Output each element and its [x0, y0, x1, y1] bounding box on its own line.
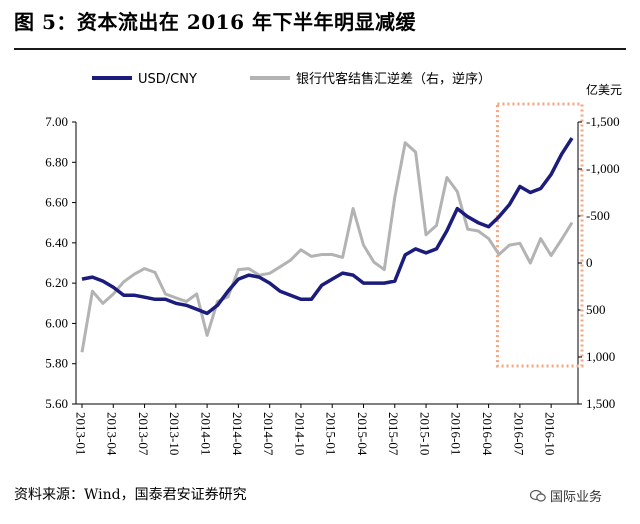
x-tick-label: 2015-01: [324, 412, 339, 455]
x-tick-label: 2015-10: [417, 412, 432, 455]
legend-label-usdcny: USD/CNY: [138, 72, 197, 87]
x-tick-label: 2014-07: [261, 412, 276, 456]
x-tick-label: 2013-04: [105, 412, 120, 456]
highlight-box: [495, 102, 584, 368]
right-tick-label: -1,000: [586, 161, 620, 176]
legend-label-fx-deficit: 银行代客结售汇逆差（右，逆序）: [296, 71, 491, 87]
right-tick-label: -1,500: [586, 114, 620, 129]
highlight-rect: [495, 102, 584, 368]
x-tick-label: 2016-01: [449, 412, 464, 455]
x-tick-label: 2013-10: [167, 412, 182, 455]
x-tick-label: 2013-07: [136, 412, 151, 456]
x-tick-label: 2013-01: [73, 412, 88, 455]
source-note: 资料来源：Wind，国泰君安证券研究: [14, 487, 247, 503]
left-tick-label: 5.60: [45, 396, 68, 411]
right-tick-label: 0: [586, 255, 593, 270]
right-tick-label: 500: [586, 302, 606, 317]
left-tick-label: 6.60: [45, 195, 68, 210]
right-tick-label: -500: [586, 208, 610, 223]
right-axis-unit: 亿美元: [586, 82, 622, 97]
watermark-text: 国际业务: [550, 490, 603, 505]
x-tick-label: 2014-10: [292, 412, 307, 455]
x-tick-label: 2016-10: [543, 412, 558, 455]
chart: USD/CNY 银行代客结售汇逆差（右，逆序） 亿美元 7.00 6.80 6.60…: [45, 71, 622, 456]
x-tick-label: 2014-04: [230, 412, 245, 456]
x-tick-label: 2015-04: [355, 412, 370, 456]
title-divider: [14, 48, 626, 50]
left-tick-label: 7.00: [45, 114, 68, 129]
x-tick-label: 2016-07: [511, 412, 526, 456]
series-line-fx-deficit: [80, 141, 574, 353]
wechat-icon: [530, 489, 546, 502]
watermark: 国际业务: [530, 486, 602, 505]
x-tick-label: 2016-04: [480, 412, 495, 456]
left-tick-label: 5.80: [45, 356, 68, 371]
legend: USD/CNY 银行代客结售汇逆差（右，逆序）: [92, 71, 491, 87]
right-tick-label: 1,000: [586, 349, 615, 364]
series-layer: [80, 137, 574, 353]
left-tick-label: 6.40: [45, 235, 68, 250]
left-tick-label: 6.80: [45, 154, 68, 169]
left-tick-label: 6.00: [45, 315, 68, 330]
x-tick-label: 2014-01: [199, 412, 214, 455]
chart-title: 图 5：资本流出在 2016 年下半年明显减缓: [14, 10, 416, 34]
left-tick-label: 6.20: [45, 275, 68, 290]
right-tick-label: 1,500: [586, 396, 615, 411]
x-tick-label: 2015-07: [386, 412, 401, 456]
axes: 7.00 6.80 6.60 6.40 6.20 6.00 5.80 5.60 -1,500 -1…: [45, 114, 619, 456]
series-line-usdcny: [81, 137, 574, 316]
